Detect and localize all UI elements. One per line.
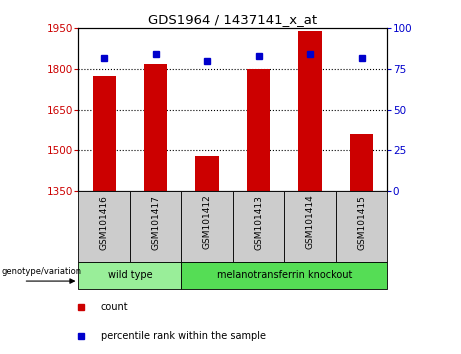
Bar (233, 191, 284, 262)
Bar (93, 76, 116, 191)
Text: genotype/variation: genotype/variation (1, 267, 82, 276)
Text: GSM101414: GSM101414 (306, 195, 314, 250)
Text: GSM101416: GSM101416 (100, 195, 109, 250)
Bar (130, 191, 181, 262)
Title: GDS1964 / 1437141_x_at: GDS1964 / 1437141_x_at (148, 13, 317, 26)
Bar (247, 69, 270, 191)
Text: GSM101417: GSM101417 (151, 195, 160, 250)
Text: percentile rank within the sample: percentile rank within the sample (101, 331, 266, 341)
Bar (298, 31, 322, 191)
Text: count: count (101, 302, 129, 312)
Bar (78, 262, 181, 289)
Text: GSM101413: GSM101413 (254, 195, 263, 250)
Bar (284, 191, 336, 262)
Bar (78, 191, 130, 262)
Bar (144, 64, 167, 191)
Text: melanotransferrin knockout: melanotransferrin knockout (217, 270, 352, 280)
Bar (181, 191, 233, 262)
Bar (195, 156, 219, 191)
Text: GSM101415: GSM101415 (357, 195, 366, 250)
Text: wild type: wild type (107, 270, 152, 280)
Bar (336, 191, 387, 262)
Bar (181, 262, 387, 289)
Bar (350, 134, 373, 191)
Text: GSM101412: GSM101412 (202, 195, 212, 250)
